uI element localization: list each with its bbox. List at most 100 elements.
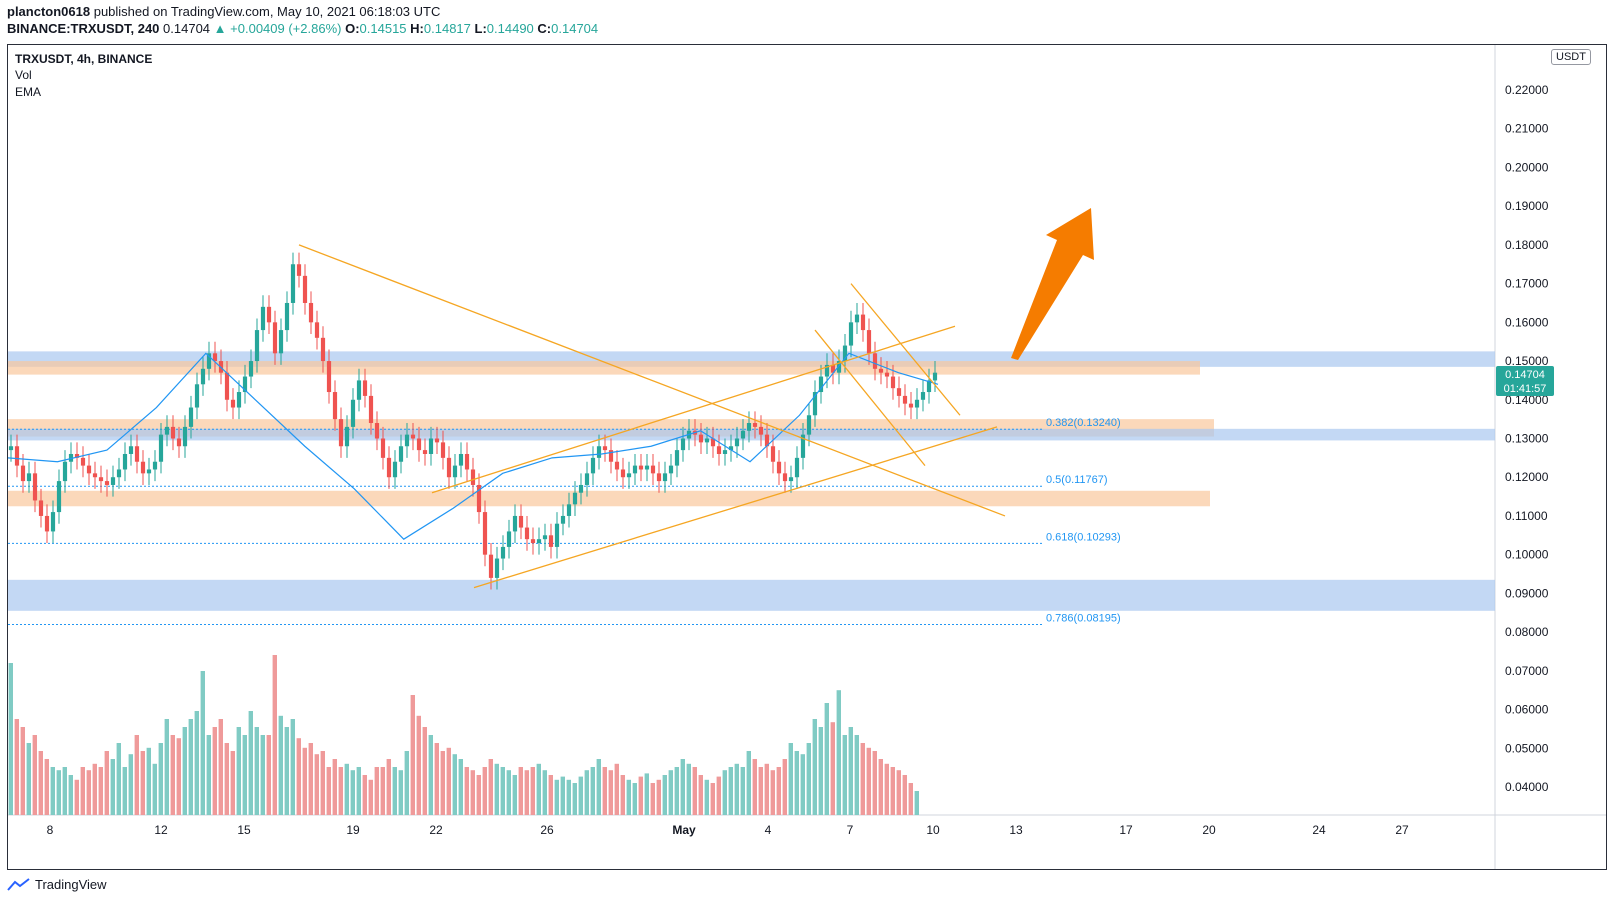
candle-body-40 xyxy=(248,361,254,377)
candle-body-47 xyxy=(290,264,296,303)
volume-bar-99 xyxy=(602,767,607,815)
time-tick-6: May xyxy=(672,823,696,837)
publisher-name[interactable]: plancton0618 xyxy=(7,4,91,19)
volume-bar-97 xyxy=(590,767,595,815)
candle-body-91 xyxy=(554,523,560,547)
volume-bar-130 xyxy=(788,743,793,815)
candle-body-63 xyxy=(386,457,392,478)
candle-body-108 xyxy=(656,473,662,482)
candle-body-138 xyxy=(836,361,842,373)
time-tick-1: 12 xyxy=(154,823,168,837)
time-tick-14: 27 xyxy=(1395,823,1409,837)
candle-body-83 xyxy=(506,531,512,547)
volume-bar-129 xyxy=(782,759,787,815)
volume-bar-25 xyxy=(158,743,163,815)
volume-bar-127 xyxy=(770,770,775,815)
candle-body-129 xyxy=(782,473,788,482)
volume-bar-137 xyxy=(830,722,835,815)
volume-bar-51 xyxy=(314,754,319,815)
volume-bar-79 xyxy=(482,767,487,815)
candle-body-50 xyxy=(308,302,314,323)
zone-orange-1 xyxy=(8,361,1200,375)
volume-bar-84 xyxy=(512,775,517,815)
candle-body-118 xyxy=(716,446,722,454)
candle-body-41 xyxy=(254,330,260,362)
volume-bar-37 xyxy=(230,751,235,815)
volume-bar-105 xyxy=(638,776,643,815)
candle-body-48 xyxy=(296,264,302,276)
volume-bar-124 xyxy=(752,759,757,815)
price-tick-11: 0.15000 xyxy=(1505,354,1549,368)
trendline-2 xyxy=(473,426,998,589)
volume-bar-56 xyxy=(344,763,349,815)
volume-bar-143 xyxy=(866,747,871,815)
candle-body-58 xyxy=(356,380,362,400)
candle-body-144 xyxy=(872,353,878,369)
volume-bar-59 xyxy=(362,775,367,815)
candle-body-21 xyxy=(134,446,140,462)
volume-bar-74 xyxy=(452,754,457,815)
candle-body-45 xyxy=(278,330,284,354)
volume-bar-57 xyxy=(350,770,355,815)
volume-bar-53 xyxy=(326,767,331,815)
volume-bar-71 xyxy=(434,743,439,815)
candle-body-112 xyxy=(680,438,686,451)
time-tick-7: 4 xyxy=(765,823,772,837)
candle-body-28 xyxy=(176,438,182,447)
volume-bar-98 xyxy=(596,759,601,815)
volume-bar-30 xyxy=(188,719,193,815)
zone-orange-4 xyxy=(8,490,1210,507)
volume-bar-134 xyxy=(812,719,817,815)
candle-body-19 xyxy=(122,453,128,470)
candle-body-75 xyxy=(458,453,464,466)
chart-frame[interactable] xyxy=(7,44,1607,870)
price-tick-13: 0.17000 xyxy=(1505,277,1549,291)
time-tick-9: 10 xyxy=(926,823,940,837)
volume-bar-17 xyxy=(110,759,115,815)
volume-bar-131 xyxy=(794,751,799,815)
currency-button[interactable]: USDT xyxy=(1551,49,1591,65)
volume-bar-151 xyxy=(914,791,919,815)
volume-bar-20 xyxy=(128,754,133,815)
candle-body-0 xyxy=(8,446,14,451)
tradingview-logo-icon xyxy=(7,877,30,891)
price-tick-0: 0.04000 xyxy=(1505,780,1549,794)
volume-bar-75 xyxy=(458,759,463,815)
volume-bar-0 xyxy=(8,663,13,815)
volume-bar-125 xyxy=(758,767,763,815)
candle-body-116 xyxy=(704,438,710,443)
candle-body-99 xyxy=(602,446,608,451)
price-tick-3: 0.07000 xyxy=(1505,664,1549,678)
volume-bar-133 xyxy=(806,743,811,815)
candle-body-15 xyxy=(98,477,104,482)
volume-bar-18 xyxy=(116,743,121,815)
time-tick-11: 17 xyxy=(1119,823,1133,837)
volume-bar-106 xyxy=(644,773,649,815)
volume-legend[interactable]: Vol xyxy=(15,68,32,82)
volume-bar-107 xyxy=(650,783,655,815)
volume-bar-44 xyxy=(272,655,277,815)
candle-body-13 xyxy=(86,465,92,474)
volume-bar-2 xyxy=(20,727,25,815)
candle-body-51 xyxy=(314,322,320,338)
candle-body-154 xyxy=(932,372,938,381)
symbol-label: BINANCE:TRXUSDT, 240 xyxy=(7,21,160,36)
candle-body-87 xyxy=(530,539,536,544)
volume-bar-21 xyxy=(134,735,139,815)
volume-bar-132 xyxy=(800,754,805,815)
volume-bar-149 xyxy=(902,775,907,815)
candle-body-80 xyxy=(488,554,494,578)
volume-bar-118 xyxy=(716,776,721,815)
price-tick-5: 0.09000 xyxy=(1505,586,1549,600)
footer[interactable]: TradingView xyxy=(7,877,107,892)
volume-bar-135 xyxy=(818,727,823,815)
fib-label-3: 0.786(0.08195) xyxy=(1046,613,1121,625)
volume-bar-58 xyxy=(356,767,361,815)
candle-body-110 xyxy=(668,465,674,474)
candle-body-127 xyxy=(770,446,776,462)
candle-body-82 xyxy=(500,546,506,559)
candle-body-147 xyxy=(890,376,896,389)
ema-legend[interactable]: EMA xyxy=(15,85,42,99)
price-tick-7: 0.11000 xyxy=(1505,509,1548,523)
